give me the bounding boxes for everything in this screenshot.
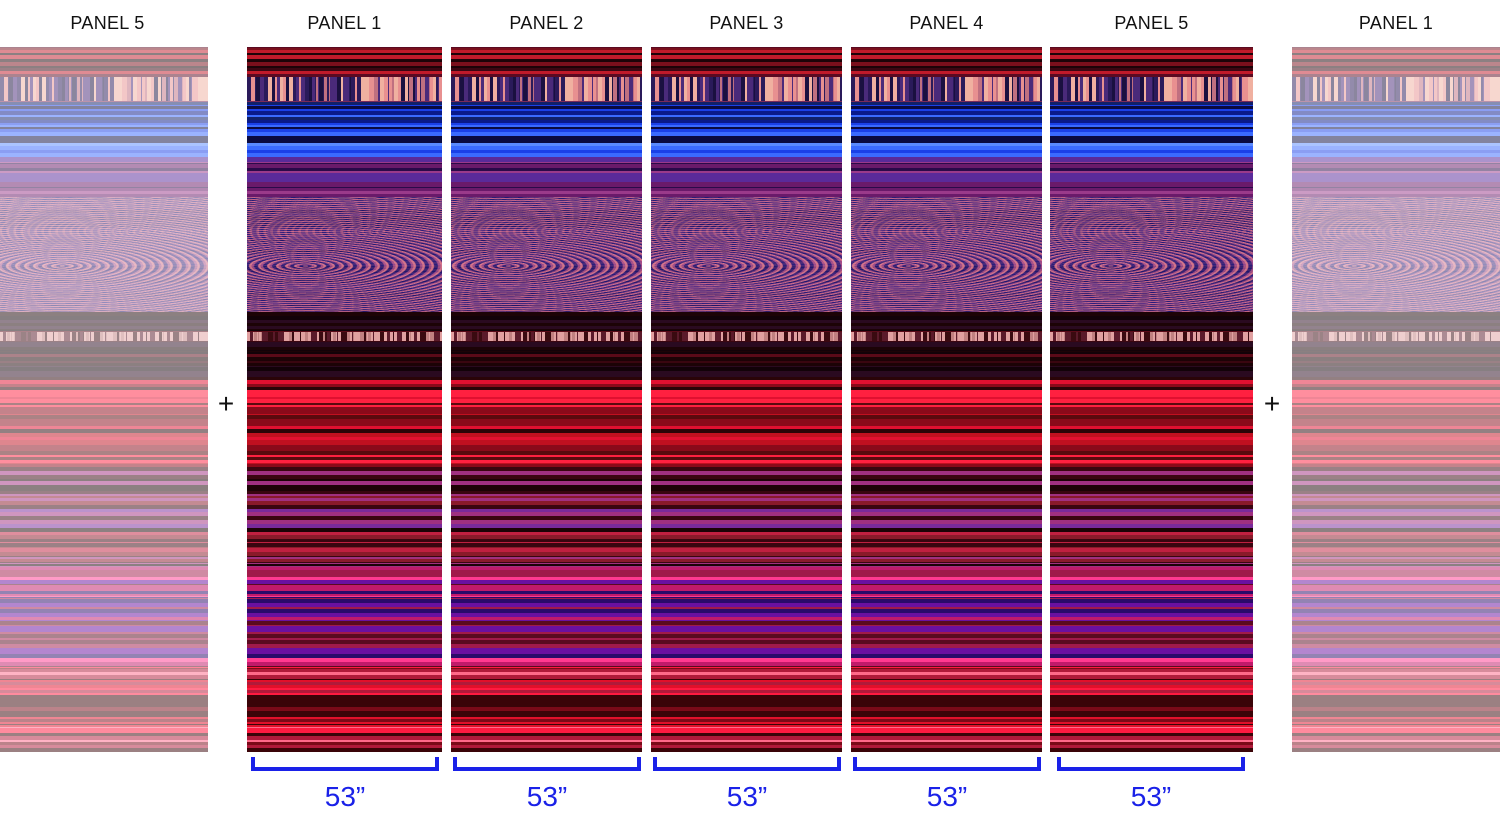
wallpaper-panel-1 (247, 47, 442, 752)
width-label-panel-3: 53” (726, 781, 768, 812)
label-panel-4: PANEL 4 (909, 13, 984, 33)
width-label-panel-4: 53” (926, 781, 968, 812)
wallpaper-panel-repeat-left (0, 47, 208, 752)
label-panel-1: PANEL 1 (307, 13, 382, 33)
measure-bracket-panel-5 (1057, 757, 1245, 771)
label-right-repeat-panel-1: PANEL 1 (1358, 13, 1434, 33)
width-label-panel-2: 53” (526, 781, 568, 812)
measure-bracket-panel-3 (653, 757, 841, 771)
measure-bracket-panel-1 (251, 757, 439, 771)
plus-sign-left: + (217, 388, 235, 419)
label-panel-3: PANEL 3 (709, 13, 784, 33)
wallpaper-panel-4 (851, 47, 1042, 752)
wallpaper-panel-repeat-right (1292, 47, 1500, 752)
label-panel-2: PANEL 2 (509, 13, 584, 33)
width-label-panel-5: 53” (1130, 781, 1172, 812)
label-panel-5: PANEL 5 (1114, 13, 1189, 33)
label-left-repeat-panel-5: PANEL 5 (70, 13, 145, 33)
measure-bracket-panel-2 (453, 757, 641, 771)
wallpaper-panel-3 (651, 47, 842, 752)
plus-sign-right: + (1263, 388, 1281, 419)
wallpaper-panel-5 (1050, 47, 1253, 752)
measure-bracket-panel-4 (853, 757, 1041, 771)
width-label-panel-1: 53” (324, 781, 366, 812)
wallpaper-panel-2 (451, 47, 642, 752)
